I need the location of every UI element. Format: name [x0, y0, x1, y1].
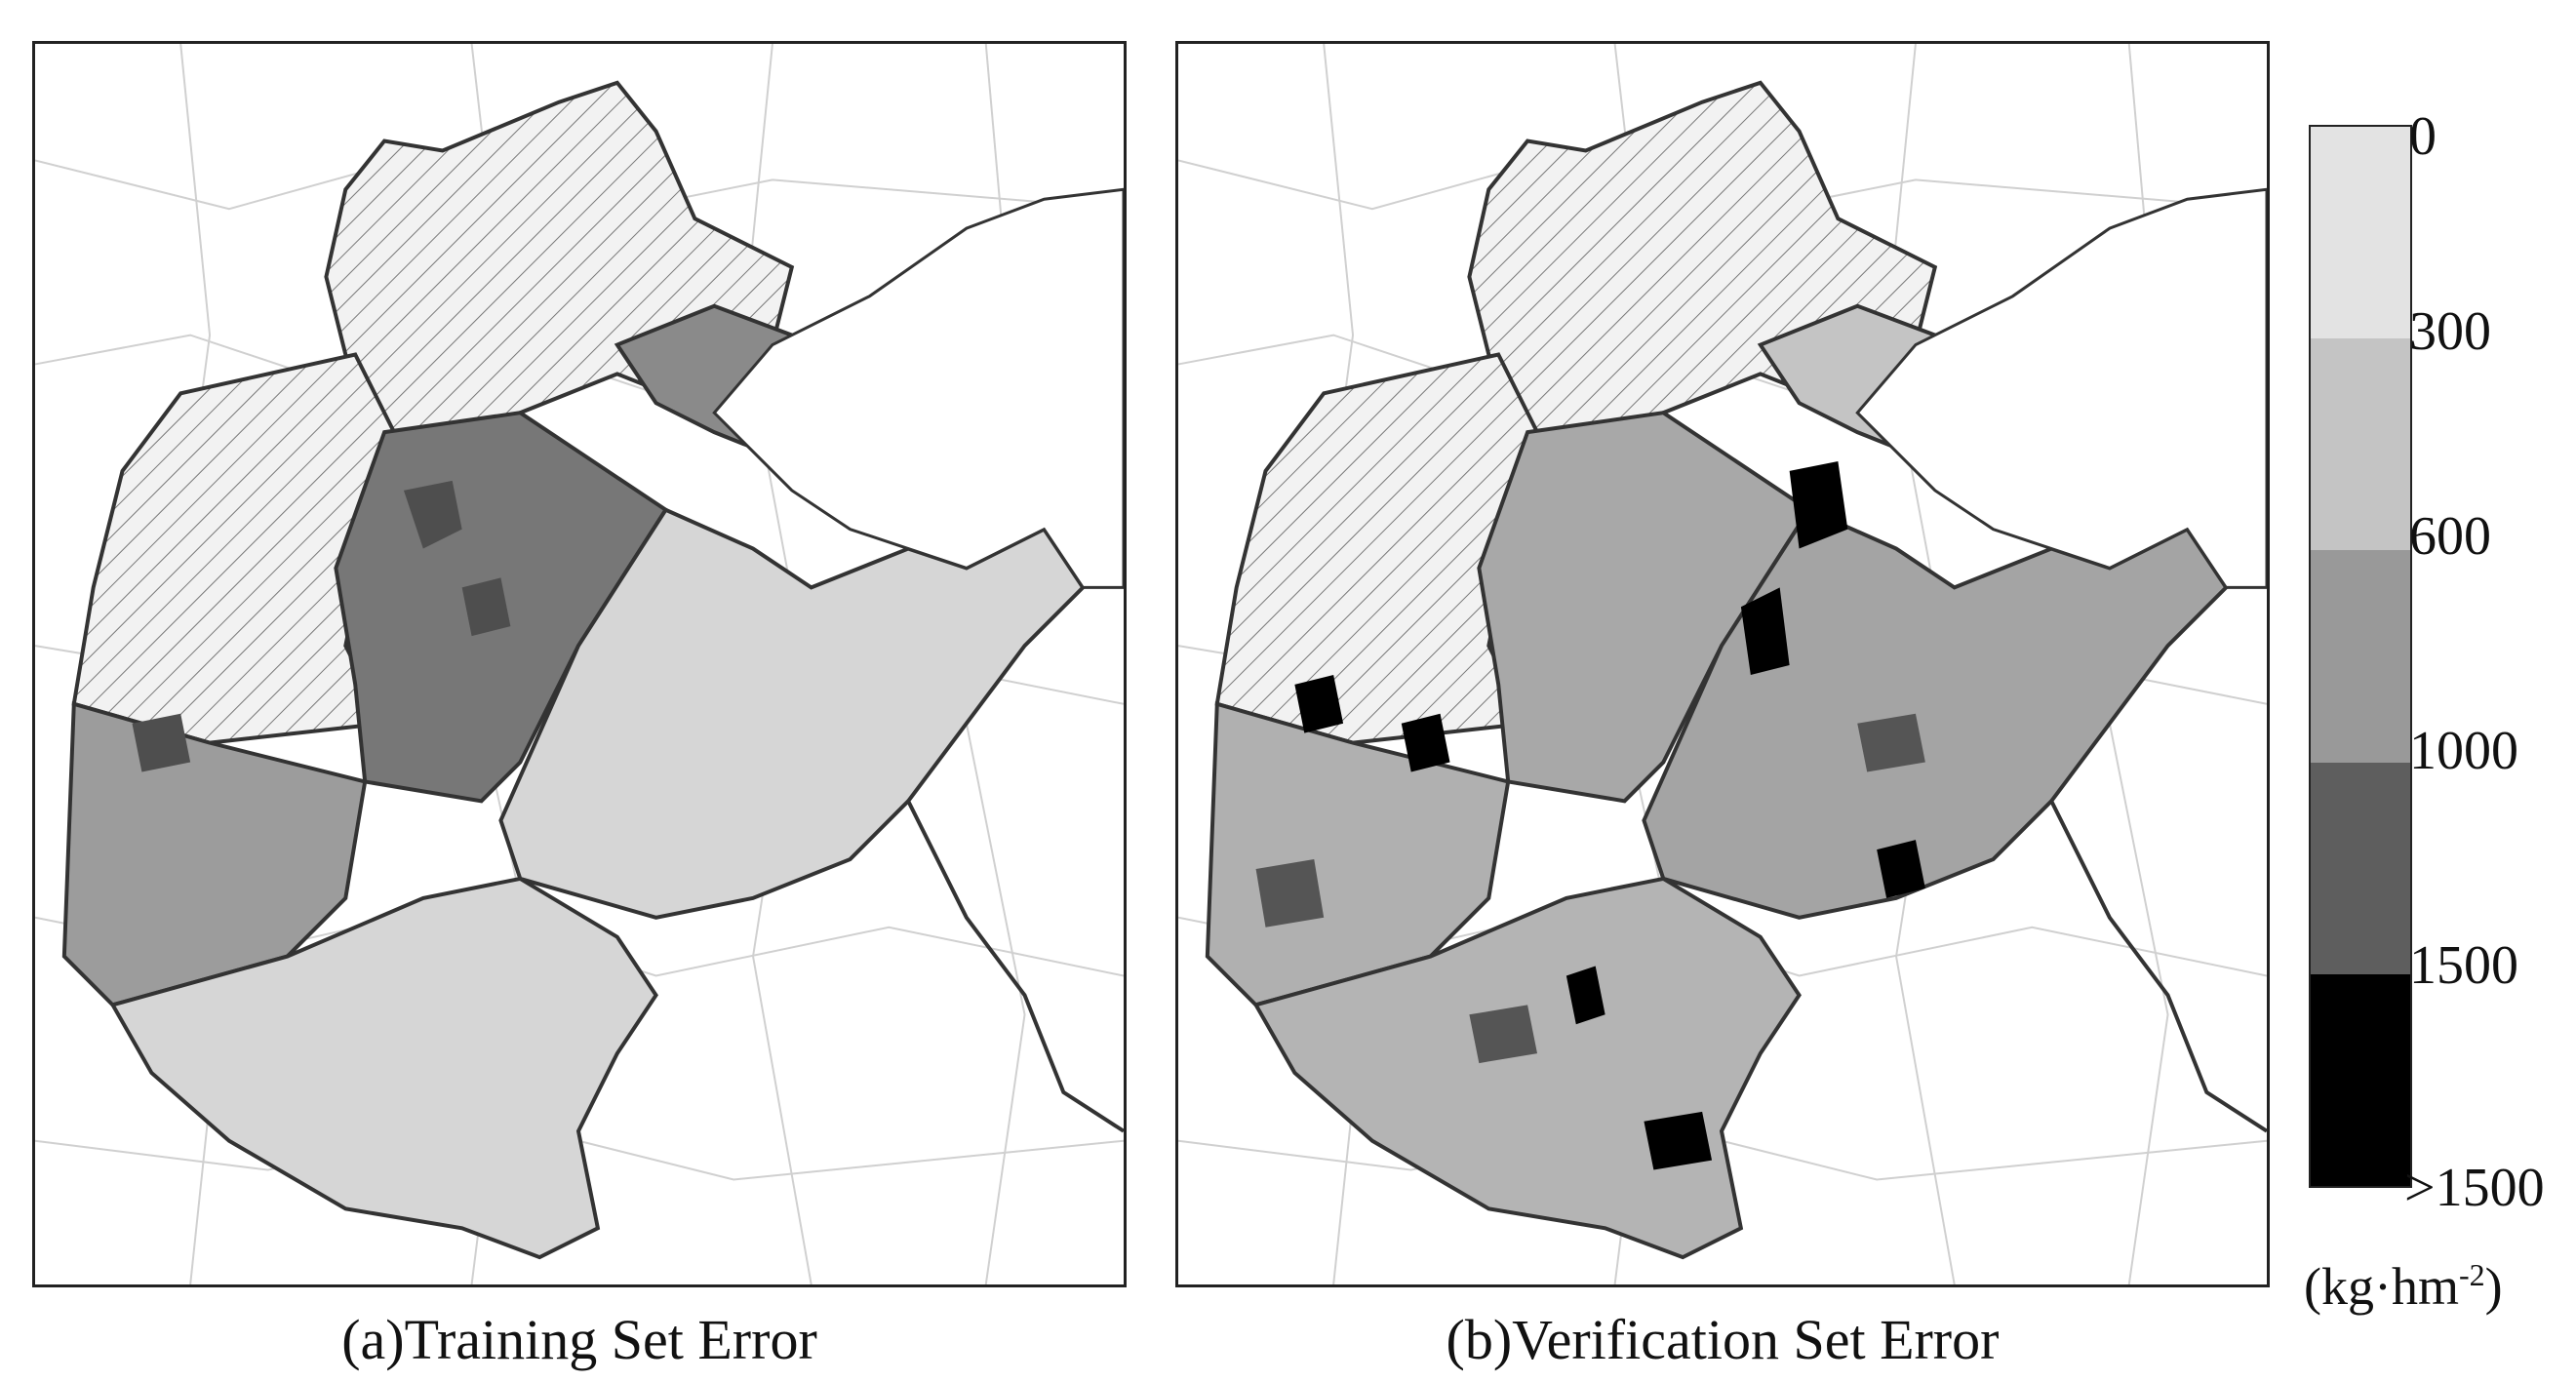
- legend-swatch-600-1000: [2311, 550, 2410, 763]
- sea: [1855, 187, 2267, 589]
- east-peninsula-region: [1642, 507, 2229, 920]
- legend-swatch-above-1500: [2311, 973, 2410, 1187]
- west-central-region: [1477, 411, 1812, 804]
- legend-label-1000: 1000: [2409, 721, 2518, 781]
- legend-swatch-0-300: [2311, 127, 2410, 339]
- east-peninsula-region: [498, 507, 1086, 920]
- legend-label-300: 300: [2409, 301, 2491, 362]
- caption-training-set-error: (a)Training Set Error: [341, 1308, 817, 1371]
- legend-label-600: 600: [2409, 506, 2491, 567]
- legend-label-1500: 1500: [2409, 935, 2518, 996]
- legend-color-bar: [2309, 125, 2412, 1188]
- map-a-svg: [35, 44, 1124, 1284]
- west-region: [1205, 701, 1511, 1007]
- south-region: [109, 876, 658, 1260]
- coast-boundary: [2049, 800, 2267, 1133]
- very-high-error-patches: [1294, 460, 1925, 1170]
- legend-unit-sup: -2: [2458, 1257, 2485, 1292]
- coast-boundary: [906, 800, 1124, 1133]
- map-b-svg: [1178, 44, 2267, 1284]
- west-region: [61, 701, 368, 1007]
- map-panel-b: [1175, 41, 2270, 1287]
- sea: [712, 187, 1124, 589]
- legend-label-above-1500: >1500: [2404, 1158, 2545, 1218]
- legend-swatch-300-600: [2311, 338, 2410, 551]
- legend-label-0: 0: [2409, 106, 2437, 167]
- legend-swatch-1000-1500: [2311, 762, 2410, 974]
- legend-unit-main: (kg·hm: [2304, 1257, 2459, 1316]
- legend-unit-end: ): [2484, 1257, 2503, 1316]
- map-panel-a: [32, 41, 1127, 1287]
- caption-verification-set-error: (b)Verification Set Error: [1446, 1308, 2000, 1371]
- legend-unit: (kg·hm-2): [2304, 1256, 2503, 1317]
- high-error-patches: [1255, 713, 1925, 1064]
- high-error-patches: [132, 480, 511, 772]
